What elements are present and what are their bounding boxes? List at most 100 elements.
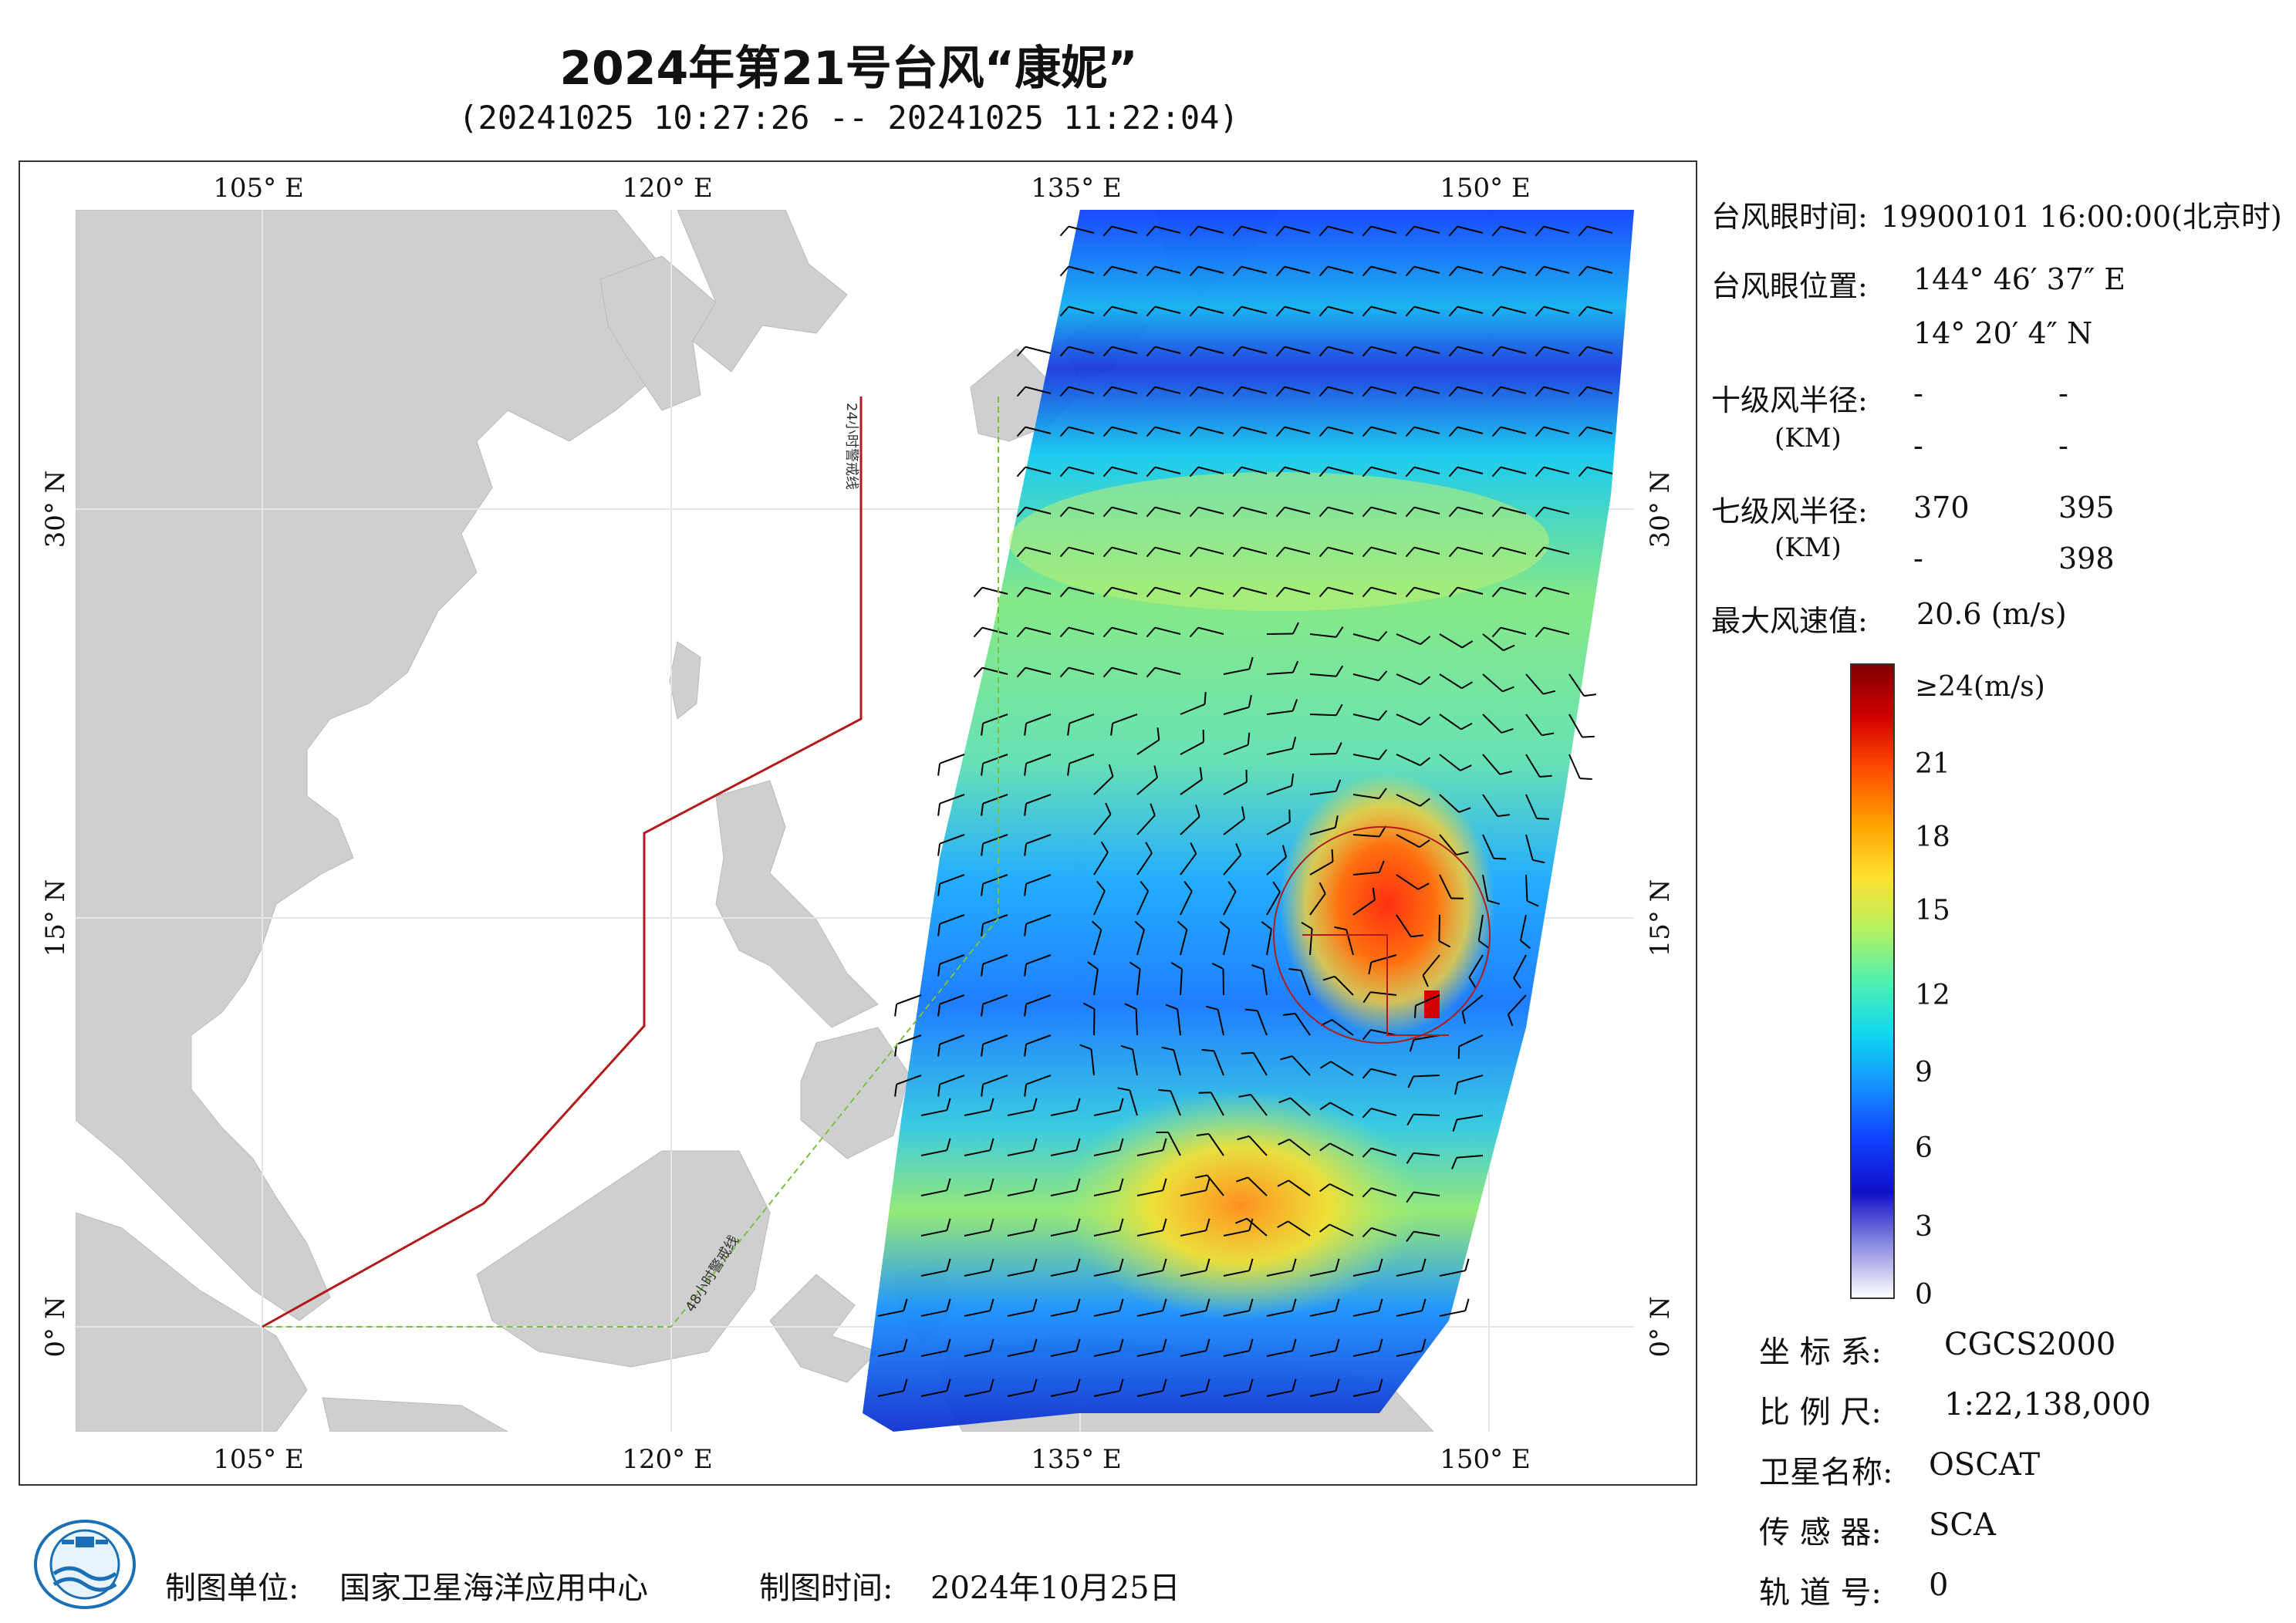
wind-barb (1413, 225, 1440, 234)
lon-tick-top-105: 105° E (213, 173, 304, 204)
wind-barb (1111, 466, 1138, 474)
wind-barb (1025, 1075, 1052, 1085)
wind-barb (1266, 633, 1294, 635)
wind-barb (1266, 1310, 1293, 1317)
wind-barb-feather (1206, 1005, 1218, 1011)
wind-barb (1457, 466, 1484, 474)
max-wind-label: 最大风速值: (1711, 604, 1868, 638)
wind-barb-feather (1421, 1258, 1427, 1271)
wind-barb (1025, 386, 1052, 394)
wind-barb-feather (1335, 626, 1344, 638)
wind-barb-feather (1319, 546, 1329, 558)
wind-barb-feather (903, 1378, 908, 1392)
wind-barb (1500, 386, 1527, 394)
wind-barb-feather (1189, 626, 1199, 638)
wind-barb (1135, 1008, 1138, 1036)
wind-barb (1327, 386, 1354, 394)
wind-barb-feather (1205, 1298, 1210, 1311)
wind-barb-feather (981, 803, 984, 816)
wind-barb-feather (1578, 386, 1588, 397)
wind-barb (1241, 225, 1268, 234)
wind-barb (1050, 1270, 1077, 1277)
wind-barb-feather (1438, 940, 1451, 948)
wind-barb-feather (1232, 506, 1242, 518)
wind-barb-feather (1162, 1258, 1167, 1271)
wind-barb (981, 586, 1008, 595)
wind-barb-feather (1501, 727, 1514, 734)
wind-barb (1300, 970, 1311, 996)
wind-barb-feather (894, 1084, 898, 1097)
wind-barb-feather (1275, 386, 1285, 397)
wind-barb (982, 1034, 1008, 1045)
wind-barb-feather (1362, 991, 1372, 1004)
wind-barb (1543, 546, 1570, 555)
wind-barb (1154, 546, 1181, 555)
wind-barb (1197, 626, 1224, 635)
wind-barb (1025, 914, 1052, 925)
wind-barb-feather (1079, 1044, 1092, 1051)
wind-barb-feather (1362, 1068, 1372, 1079)
wind-barb-feather (1146, 626, 1156, 638)
wind-barb (964, 1189, 991, 1196)
wind-barb-feather (1292, 1258, 1297, 1271)
wind-barb (1266, 747, 1293, 755)
wind-barb-feather (1405, 426, 1415, 437)
wind-barb-feather (1464, 1298, 1470, 1311)
wind-barb-feather (1275, 305, 1285, 317)
lon-tick-top-150: 150° E (1440, 173, 1531, 204)
wind-barb-feather (946, 1178, 951, 1191)
colorbar-label-24: ≥24(m/s) (1915, 671, 2045, 703)
wind-barb-feather (937, 963, 941, 977)
wind-barb-feather (1232, 546, 1242, 558)
wind-barb (1111, 666, 1138, 675)
wind-barb (1180, 815, 1200, 835)
wind-barb-feather (946, 1218, 951, 1231)
wind-barb-feather (1205, 1338, 1210, 1351)
wind-barb-feather (1205, 1178, 1210, 1191)
wind-barb-feather (1205, 1218, 1210, 1231)
wind-barb (1586, 386, 1613, 394)
wind-barb-feather (1457, 1046, 1460, 1059)
wind-barb-feather (1059, 506, 1069, 518)
wind-barb-feather (1082, 1002, 1095, 1010)
wind-barb-feather (1319, 426, 1329, 437)
wind-barb-feather (1378, 670, 1388, 681)
wind-barb (1500, 426, 1527, 434)
wind-barb-feather (1291, 773, 1295, 786)
wind-barb-feather (1292, 1298, 1297, 1311)
wind-barb-feather (1319, 386, 1329, 397)
wind-barb-feather (1362, 1108, 1372, 1119)
wind-barb (1093, 930, 1102, 956)
wind-barb (982, 794, 1008, 805)
wind-barb (1352, 1390, 1379, 1397)
wind-barb (1413, 1152, 1440, 1156)
wind-barb (1241, 586, 1268, 595)
wind-barb (1309, 714, 1337, 717)
wind-barb (1241, 265, 1268, 274)
wind-barb-feather (1189, 426, 1199, 437)
wind-barb (1500, 225, 1527, 234)
wind-barb (1352, 871, 1379, 876)
wind-barb (1309, 673, 1336, 677)
wind-barb (1241, 466, 1268, 474)
wind-barb-feather (1146, 546, 1156, 558)
wind-barb (1093, 890, 1106, 916)
wind-barb-feather (1520, 940, 1531, 950)
wind-barb (1329, 1142, 1354, 1156)
r10-value-3: - (1913, 429, 1923, 463)
wind-barb-feather (1075, 1178, 1081, 1191)
wind-barb-feather (1032, 1338, 1038, 1351)
wind-barb (1371, 954, 1397, 963)
wind-barb (920, 1189, 947, 1196)
wind-barb-feather (1102, 586, 1113, 598)
r7-value-3: - (1913, 542, 1923, 575)
wind-barb (1525, 874, 1528, 902)
wind-barb (1266, 929, 1272, 956)
crs-label: 坐 标 系: (1759, 1335, 1882, 1370)
wind-barb-feather (1288, 809, 1291, 822)
wind-barb-feather (1119, 1098, 1124, 1111)
wind-barb (1525, 673, 1545, 695)
wind-barb-feather (1277, 1179, 1289, 1187)
wind-barb (1457, 1075, 1484, 1084)
wind-barb (1248, 1135, 1268, 1156)
